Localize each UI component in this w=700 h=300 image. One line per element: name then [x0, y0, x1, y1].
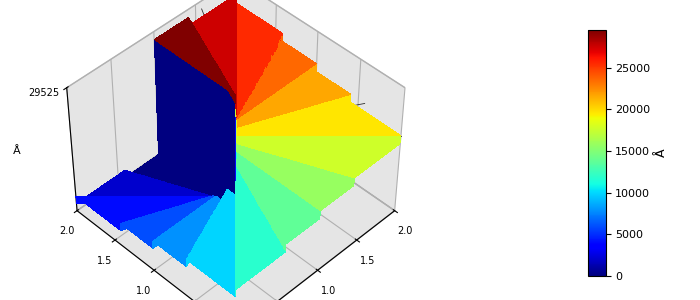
Y-axis label: Å: Å	[654, 149, 668, 157]
